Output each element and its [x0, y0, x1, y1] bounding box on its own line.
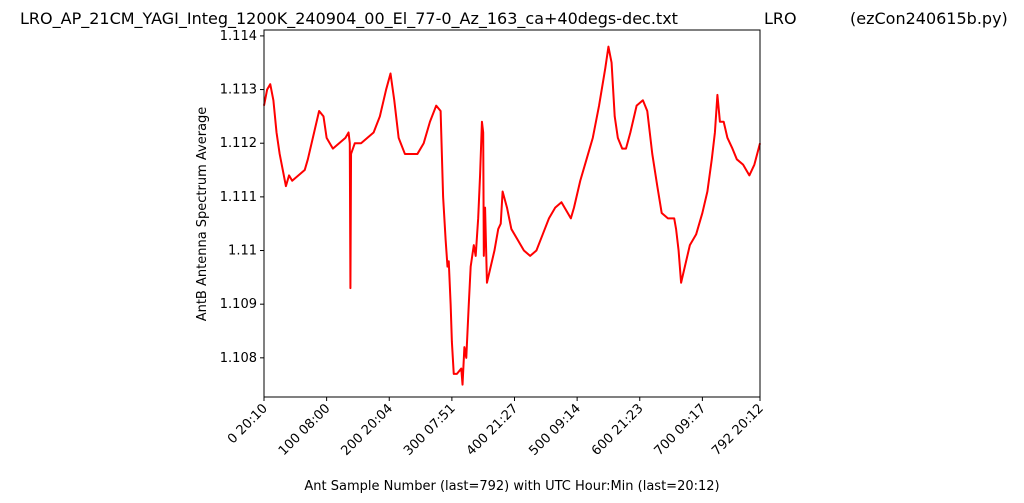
x-tick-label: 600 21:23 [589, 401, 647, 459]
data-line [263, 45, 761, 386]
chart-title: LRO_AP_21CM_YAGI_Integ_1200K_240904_00_E… [20, 9, 678, 29]
x-tick-label: 300 07:51 [401, 401, 459, 459]
x-tick-label: 100 08:00 [276, 401, 334, 459]
x-tick-label: 500 09:14 [526, 401, 584, 459]
plot-frame [263, 29, 761, 398]
x-tick-label: 400 21:27 [464, 401, 522, 459]
x-tick-label: 0 20:10 [225, 401, 271, 447]
x-axis-label: Ant Sample Number (last=792) with UTC Ho… [304, 479, 719, 494]
y-tick-label: 1.11 [228, 244, 257, 259]
x-tick-label: 200 20:04 [339, 401, 397, 459]
y-axis-label: AntB Antenna Spectrum Average [195, 107, 210, 322]
y-tick-label: 1.109 [220, 297, 257, 312]
y-tick-label: 1.112 [220, 136, 257, 151]
x-tick-label: 700 09:17 [652, 401, 710, 459]
y-tick-label: 1.114 [220, 29, 257, 44]
y-tick-label: 1.113 [220, 83, 257, 98]
x-tick-label: 792 20:12 [709, 401, 767, 459]
chart-title: LRO [764, 9, 797, 28]
y-tick-label: 1.111 [220, 190, 257, 205]
y-tick-label: 1.108 [220, 351, 257, 366]
chart-title: (ezCon240615b.py) [850, 9, 1008, 28]
